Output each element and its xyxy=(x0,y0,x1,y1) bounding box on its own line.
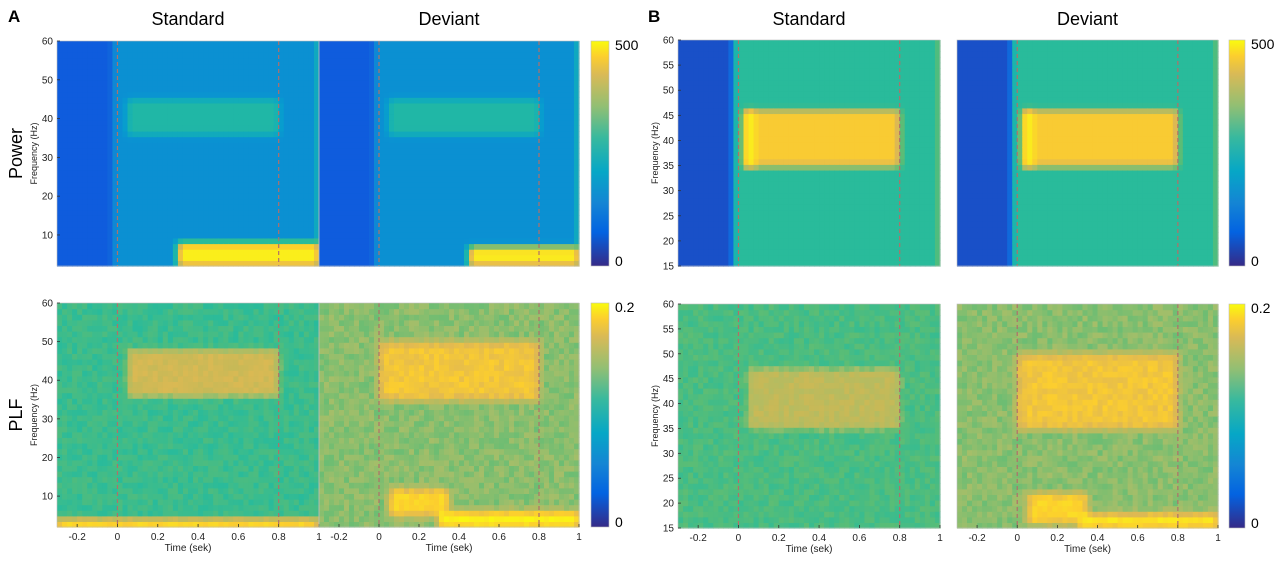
panel-b-plf-deviant-heatmap xyxy=(957,304,1219,529)
panel-a-plf-standard-ytick: 20 xyxy=(42,453,54,464)
panel-a-plf-standard-ytick: 10 xyxy=(42,492,54,503)
panel-b-power-standard-ytick: 15 xyxy=(663,262,675,273)
panel-b-power-deviant-heatmap xyxy=(957,40,1219,267)
panel-a-plf-standard-xtick: 1 xyxy=(316,532,322,543)
panel-a-plf-standard-xtick: 0.6 xyxy=(231,532,245,543)
panel-a-plf-standard-xtick: -0.2 xyxy=(69,532,87,543)
panel-a-plf-standard-xtick: 0.4 xyxy=(191,532,205,543)
panel-a-power-standard-ytick: 40 xyxy=(42,114,54,125)
panel-b-colorbar-plf xyxy=(1229,304,1245,528)
panel-a-plf-standard-ytick: 40 xyxy=(42,376,54,387)
panel-b-plf-standard-ylabel: Frequency (Hz) xyxy=(650,385,660,447)
panel-b-plf-deviant-xlabel: Time (sek) xyxy=(1064,544,1111,555)
panel-a-power-standard-ytick: 20 xyxy=(42,192,54,203)
panel-a-plf-deviant-xtick: 0 xyxy=(376,532,382,543)
panel-b-colorbar-power-min-label: 0 xyxy=(1251,253,1259,269)
panel-a-plf-standard-xtick: 0 xyxy=(115,532,121,543)
panel-b-title-deviant: Deviant xyxy=(1057,9,1118,29)
panel-b-colorbar-power xyxy=(1229,40,1245,266)
panel-a-colorbar-plf-max-label: 0.2 xyxy=(615,299,635,315)
panel-a-colorbar-power-min-label: 0 xyxy=(615,253,623,269)
panel-b-power-standard-ytick: 35 xyxy=(663,161,675,172)
panel-b-plf-deviant-xtick: 0.6 xyxy=(1131,533,1145,544)
panel-b-title-standard: Standard xyxy=(772,9,845,29)
figure: A Standard Deviant102030405060Frequency (H… xyxy=(0,0,1280,561)
panel-b-power-standard-ytick: 25 xyxy=(663,211,675,222)
panel-b-plf-deviant-xtick: 1 xyxy=(1215,533,1221,544)
panel-b-power-standard-ytick: 20 xyxy=(663,236,675,247)
panel-b-colorbar-plf-min-label: 0 xyxy=(1251,515,1259,531)
panel-b-power-standard-ytick: 40 xyxy=(663,136,675,147)
panel-b-plf-standard-xlabel: Time (sek) xyxy=(786,544,833,555)
panel-b-plf-standard-heatmap xyxy=(678,304,941,529)
panel-b-plf-standard-xtick: 0 xyxy=(736,533,742,544)
panel-b-power-standard-ytick: 50 xyxy=(663,86,675,97)
row-label-plf: PLF xyxy=(6,398,26,431)
panel-b-plf-standard-xtick: 0.4 xyxy=(812,533,826,544)
panel-a-plf-standard-ytick: 30 xyxy=(42,414,54,425)
panel-a-colorbar-power xyxy=(591,41,609,266)
panel-b-plf-standard-ytick: 60 xyxy=(663,300,675,311)
panel-a-plf-standard-xtick: 0.2 xyxy=(151,532,165,543)
panel-a-power-standard-ytick: 10 xyxy=(42,230,54,241)
panel-b-power-standard-ytick: 60 xyxy=(663,36,675,47)
panel-b-plf-standard-ytick: 30 xyxy=(663,449,675,460)
panel-a-plf-deviant-xtick: 0.4 xyxy=(452,532,466,543)
panel-a-label: A xyxy=(8,7,20,26)
panel-a-plf-standard-ylabel: Frequency (Hz) xyxy=(29,384,39,446)
panel-b-plf-standard-ytick: 40 xyxy=(663,399,675,410)
panel-a-plf-standard-xlabel: Time (sek) xyxy=(165,543,212,554)
panel-a-plf-standard-xtick: 0.8 xyxy=(272,532,286,543)
panel-a-power-standard-ytick: 30 xyxy=(42,153,54,164)
panel-b-plf-standard-xtick: 0.8 xyxy=(893,533,907,544)
panel-a-plf-deviant-heatmap xyxy=(319,303,580,528)
panel-b-plf-deviant-xtick: 0.4 xyxy=(1091,533,1105,544)
panel-b-plf-standard-xtick: 0.2 xyxy=(772,533,786,544)
panel-a-power-deviant-heatmap xyxy=(319,41,580,267)
panel-a-power-standard-heatmap xyxy=(57,41,320,267)
panel-b-power-standard-heatmap xyxy=(678,40,941,267)
panel-b-plf-deviant-xtick: 0 xyxy=(1014,533,1020,544)
panel-a-plf-deviant-xtick: 0.8 xyxy=(532,532,546,543)
panel-a-title-standard: Standard xyxy=(151,9,224,29)
panel-b-plf-standard-xtick: 0.6 xyxy=(852,533,866,544)
panel-b-plf-deviant-xtick: 0.8 xyxy=(1171,533,1185,544)
panel-b-colorbar-power-max-label: 500 xyxy=(1251,36,1275,52)
panel-b-plf-standard-ytick: 55 xyxy=(663,324,675,335)
panel-a-power-standard-ylabel: Frequency (Hz) xyxy=(29,122,39,184)
panel-b-plf-standard-ytick: 20 xyxy=(663,499,675,510)
panel-a-power-standard-ytick: 60 xyxy=(42,37,54,48)
panel-a-plf-standard-ytick: 50 xyxy=(42,337,54,348)
panel-b-power-standard-ytick: 55 xyxy=(663,61,675,72)
panel-b-label: B xyxy=(648,7,660,26)
row-label-power: Power xyxy=(6,128,26,179)
panel-b-plf-standard-ytick: 50 xyxy=(663,349,675,360)
panel-a-colorbar-power-max-label: 500 xyxy=(615,37,639,53)
panel-a-power-standard-ytick: 50 xyxy=(42,75,54,86)
panel-b-plf-standard-xtick: 1 xyxy=(937,533,943,544)
panel-b-power-standard-ytick: 30 xyxy=(663,186,675,197)
panel-b-colorbar-plf-max-label: 0.2 xyxy=(1251,300,1271,316)
panel-a-title-deviant: Deviant xyxy=(418,9,479,29)
panel-a-plf-standard-heatmap xyxy=(57,303,320,528)
panel-a-plf-deviant-xtick: -0.2 xyxy=(330,532,348,543)
panel-b-plf-standard-ytick: 35 xyxy=(663,424,675,435)
panel-b-plf-deviant-xtick: -0.2 xyxy=(968,533,986,544)
panel-a-plf-deviant-xtick: 1 xyxy=(576,532,582,543)
panel-a-plf-deviant-xtick: 0.2 xyxy=(412,532,426,543)
panel-b-plf-standard-ytick: 25 xyxy=(663,474,675,485)
panel-b-power-standard-ylabel: Frequency (Hz) xyxy=(650,122,660,184)
panel-b-power-standard-ytick: 45 xyxy=(663,111,675,122)
panel-a-plf-deviant-xtick: 0.6 xyxy=(492,532,506,543)
panel-a-plf-standard-ytick: 60 xyxy=(42,299,54,310)
panel-b-plf-standard-xtick: -0.2 xyxy=(690,533,708,544)
panel-a-colorbar-plf xyxy=(591,303,609,527)
panel-b-plf-deviant-xtick: 0.2 xyxy=(1050,533,1064,544)
panel-a-colorbar-plf-min-label: 0 xyxy=(615,514,623,530)
panel-b-plf-standard-ytick: 45 xyxy=(663,374,675,385)
panel-b-plf-standard-ytick: 15 xyxy=(663,524,675,535)
panel-a-plf-deviant-xlabel: Time (sek) xyxy=(426,543,473,554)
